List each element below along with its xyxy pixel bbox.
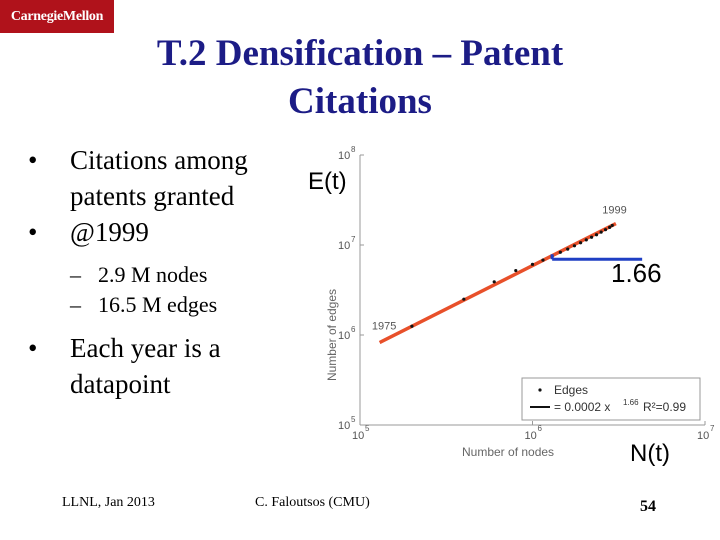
x-tick-label: 10 (697, 430, 709, 442)
data-point (584, 238, 588, 242)
y-axis-title: Number of edges (325, 289, 339, 381)
point-annotation: 1975 (372, 320, 396, 332)
legend-fit-label: = 0.0002 x (554, 400, 610, 414)
slide-title: T.2 Densification – Patent Citations (120, 30, 600, 126)
data-point (572, 244, 577, 248)
bullet-text: datapoint (70, 369, 171, 399)
cmu-logo: CarnegieMellon (0, 0, 114, 33)
sub-bullet-dash: – (70, 262, 81, 287)
densification-plot: 10 5 10 6 10 7 10 8 10 5 10 6 10 7 Number of nodes Numb… (310, 140, 720, 480)
page-number: 54 (640, 498, 656, 515)
x-tick-label: 10 (352, 430, 364, 442)
y-tick-label: 10 (338, 420, 350, 432)
data-point (492, 280, 496, 284)
data-point (599, 230, 603, 234)
data-point (608, 225, 612, 229)
data-point (603, 228, 608, 232)
bullet-citations: • Citations among patents granted (28, 142, 328, 214)
title-line-2: Citations (288, 81, 432, 122)
slope-label: 1.66 (611, 258, 662, 288)
title-line-1: T.2 Densification – Patent (156, 33, 564, 74)
data-point (558, 250, 562, 254)
y-tick-exponent: 7 (351, 235, 356, 244)
data-point (578, 241, 583, 245)
legend-entry: Edges (554, 383, 588, 397)
bullet-dot: • (28, 217, 38, 247)
bullet-year: • @1999 (28, 214, 328, 250)
data-point (541, 258, 545, 262)
x-tick-exponent: 7 (710, 424, 715, 433)
y-tick-exponent: 8 (351, 145, 356, 154)
y-tick-exponent: 5 (351, 415, 356, 424)
bullet-text: Citations among (70, 145, 248, 175)
bullet-text: patents granted (70, 181, 235, 211)
legend-fit-exponent: 1.66 (623, 398, 639, 407)
x-axis-title: Number of nodes (462, 445, 554, 459)
fit-line (378, 222, 617, 345)
x-tick-label: 10 (525, 430, 537, 442)
data-point (589, 235, 594, 239)
data-point (566, 247, 570, 251)
y-tick-label: 10 (338, 240, 350, 252)
data-point (462, 297, 466, 301)
data-point (530, 262, 535, 266)
data-point (514, 268, 518, 273)
footer-center: C. Faloutsos (CMU) (255, 495, 370, 510)
bullet-dot: • (28, 333, 38, 363)
bullet-dot: • (28, 145, 38, 175)
bullet-list: • Citations among patents granted • @199… (28, 142, 328, 402)
y-overlay-label: E(t) (308, 168, 347, 195)
sub-bullet-text: 2.9 M nodes (98, 262, 208, 287)
y-tick-label: 10 (338, 150, 350, 162)
x-tick-exponent: 6 (538, 424, 543, 433)
bullet-text: Each year is a (70, 333, 221, 363)
legend-marker (538, 388, 542, 392)
sub-bullet-dash: – (70, 292, 81, 317)
data-point (594, 233, 599, 237)
y-tick-label: 10 (338, 330, 350, 342)
bullet-datapoint: • Each year is a datapoint (28, 330, 328, 402)
legend-box (521, 377, 701, 421)
footer-left: LLNL, Jan 2013 (62, 495, 155, 510)
bullet-text: @1999 (70, 217, 149, 247)
point-annotation: 1999 (602, 204, 626, 216)
x-tick-exponent: 5 (365, 424, 370, 433)
data-point (410, 324, 414, 328)
sub-bullet-text: 16.5 M edges (98, 292, 218, 317)
y-tick-exponent: 6 (351, 325, 356, 334)
sub-bullet-edges: – 16.5 M edges (28, 290, 328, 320)
legend-r2: R²=0.99 (643, 400, 686, 414)
sub-bullet-nodes: – 2.9 M nodes (28, 260, 328, 290)
data-point (610, 223, 614, 228)
x-overlay-label: N(t) (630, 440, 670, 467)
